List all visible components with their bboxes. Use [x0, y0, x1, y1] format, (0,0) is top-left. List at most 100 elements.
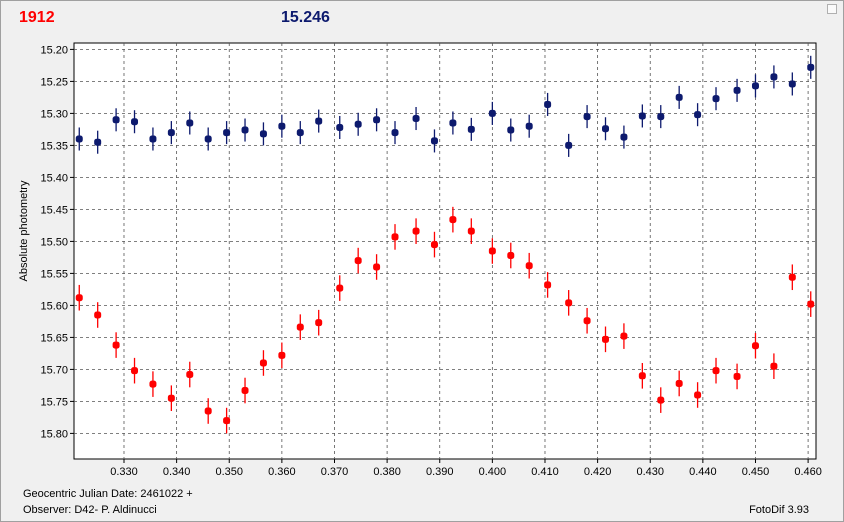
x-tick-label: 0.370 [321, 466, 349, 478]
target-star-point [507, 251, 515, 259]
comparison-star-point [278, 122, 286, 130]
comparison-star-point [391, 129, 399, 137]
comparison-star-point [204, 135, 212, 143]
target-star-point [412, 227, 420, 235]
target-star-point [186, 371, 194, 379]
target-star-point [638, 372, 646, 380]
target-star-point [657, 396, 665, 404]
target-star-point [751, 342, 759, 350]
target-star-point [770, 362, 778, 370]
x-tick-label: 0.350 [215, 466, 243, 478]
target-star-point [223, 417, 231, 425]
x-tick-label: 0.380 [373, 466, 401, 478]
y-axis-ticks: 15.20 15.25 15.30 15.35 15.40 15.45 15.50 15.55… [40, 44, 74, 440]
comparison-star-point [354, 120, 362, 128]
target-star-point [467, 227, 475, 235]
comparison-star-point [167, 129, 175, 137]
comparison-star-point [336, 123, 344, 131]
target-star-point [112, 341, 120, 349]
x-tick-label: 0.460 [794, 466, 822, 478]
target-star-point [694, 391, 702, 399]
header-left-value: 1912 [19, 9, 55, 26]
x-tick-label: 0.420 [584, 466, 612, 478]
target-star-point [75, 294, 83, 302]
target-star-point [430, 241, 438, 249]
grid-lines [74, 43, 816, 459]
comparison-star-point [149, 135, 157, 143]
x-tick-label: 0.430 [636, 466, 664, 478]
comparison-star-point [259, 130, 267, 138]
x-tick-label: 0.410 [531, 466, 559, 478]
window-corner-icon [827, 4, 837, 14]
comparison-star-point [638, 112, 646, 120]
target-star-point [149, 380, 157, 388]
target-star-point [94, 311, 102, 319]
target-star-point [296, 323, 304, 331]
y-tick-label: 15.80 [40, 428, 68, 440]
y-tick-label: 15.40 [40, 172, 68, 184]
observer-label: Observer: D42- P. Aldinucci [23, 504, 157, 516]
comparison-star-point [602, 125, 610, 133]
comparison-star-point [565, 141, 573, 149]
target-star-point [602, 335, 610, 343]
target-star-point [204, 407, 212, 415]
comparison-star-point [112, 116, 120, 124]
y-tick-label: 15.20 [40, 44, 68, 56]
comparison-star-point [315, 117, 323, 125]
x-axis-ticks: 0.330 0.340 0.350 0.360 0.370 0.380 0.390 0.400… [110, 459, 822, 478]
comparison-star-point [694, 111, 702, 119]
comparison-star-point [430, 137, 438, 145]
target-star-point [167, 394, 175, 402]
target-star-point [449, 216, 457, 224]
comparison-star-point [675, 93, 683, 101]
y-tick-label: 15.45 [40, 204, 68, 216]
julian-date-label: Geocentric Julian Date: 2461022 + [23, 488, 193, 500]
target-star-point [675, 379, 683, 387]
target-star-point [712, 367, 720, 375]
comparison-star-point [770, 73, 778, 81]
x-tick-label: 0.400 [479, 466, 507, 478]
comparison-star-point [751, 82, 759, 90]
comparison-star-point [131, 118, 139, 126]
y-tick-label: 15.30 [40, 108, 68, 120]
target-star-point [583, 317, 591, 325]
target-star-point [488, 247, 496, 255]
comparison-star-point [544, 100, 552, 108]
comparison-star-point [186, 119, 194, 127]
y-tick-label: 15.25 [40, 76, 68, 88]
x-tick-label: 0.360 [268, 466, 296, 478]
target-star-point [544, 281, 552, 289]
target-star-point [315, 319, 323, 327]
target-star-point [525, 262, 533, 270]
y-tick-label: 15.75 [40, 396, 68, 408]
data-points [75, 55, 815, 434]
y-tick-label: 15.70 [40, 364, 68, 376]
x-tick-label: 0.450 [742, 466, 770, 478]
comparison-star-point [620, 133, 628, 141]
target-star-point [391, 233, 399, 241]
software-version-label: FotoDif 3.93 [749, 504, 809, 516]
target-star-point [565, 299, 573, 307]
comparison-star-point [583, 113, 591, 121]
comparison-star-point [296, 129, 304, 137]
comparison-star-point [467, 125, 475, 133]
x-tick-label: 0.440 [689, 466, 717, 478]
comparison-star-point [657, 113, 665, 121]
x-tick-label: 0.330 [110, 466, 138, 478]
target-star-point [620, 332, 628, 340]
target-star-point [373, 263, 381, 271]
comparison-star-point [241, 126, 249, 134]
target-star-point [241, 387, 249, 395]
target-star-point [336, 284, 344, 292]
comparison-star-point [712, 95, 720, 103]
header-right-value: 15.246 [281, 9, 330, 26]
target-star-point [807, 300, 815, 308]
comparison-star-point [94, 138, 102, 146]
comparison-star-point [788, 80, 796, 88]
comparison-star-point [412, 115, 420, 123]
target-star-point [131, 367, 139, 375]
y-tick-label: 15.35 [40, 140, 68, 152]
y-axis-label: Absolute photometry [18, 180, 30, 281]
plot-area [73, 42, 817, 460]
